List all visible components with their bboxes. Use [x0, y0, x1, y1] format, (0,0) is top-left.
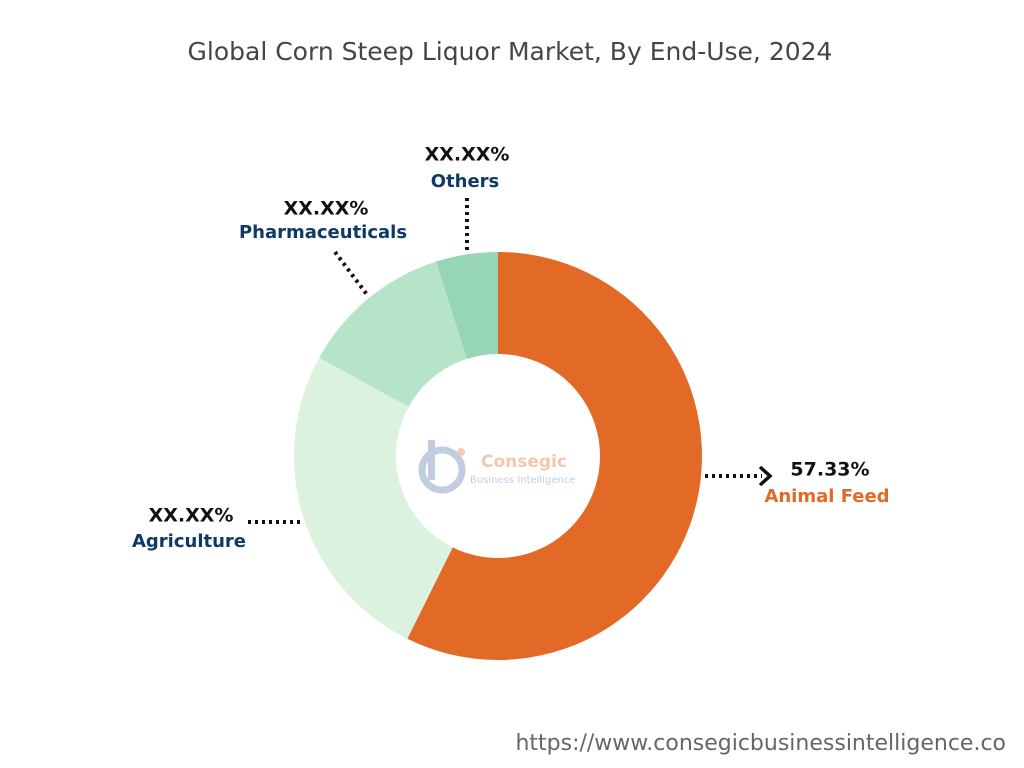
source-url: https://www.consegicbusinessintelligence…: [515, 731, 1006, 756]
donut-slice: [319, 261, 467, 407]
value-label: XX.XX%: [284, 198, 369, 220]
logo-mark: [428, 440, 435, 480]
arrow-head: [758, 465, 773, 487]
donut: [293, 252, 702, 660]
logo-tagline: Business Intelligence: [470, 475, 575, 486]
donut-slice: [293, 357, 453, 639]
donut-slice: [407, 252, 702, 660]
logo-mark: [418, 446, 466, 494]
leader-line: [333, 250, 370, 298]
value-label: 57.33%: [790, 459, 869, 481]
logo-mark: [457, 448, 465, 456]
category-label: Animal Feed: [764, 486, 889, 507]
value-label: XX.XX%: [425, 144, 510, 166]
category-label: Pharmaceuticals: [239, 222, 407, 243]
chart-title: Global Corn Steep Liquor Market, By End-…: [188, 37, 833, 66]
category-label: Agriculture: [132, 531, 246, 552]
value-label: XX.XX%: [149, 505, 234, 527]
donut-slice: [435, 252, 498, 359]
logo-name: Consegic: [481, 452, 567, 472]
logo: Consegic Business Intelligence: [418, 440, 575, 494]
category-label: Others: [431, 171, 500, 192]
